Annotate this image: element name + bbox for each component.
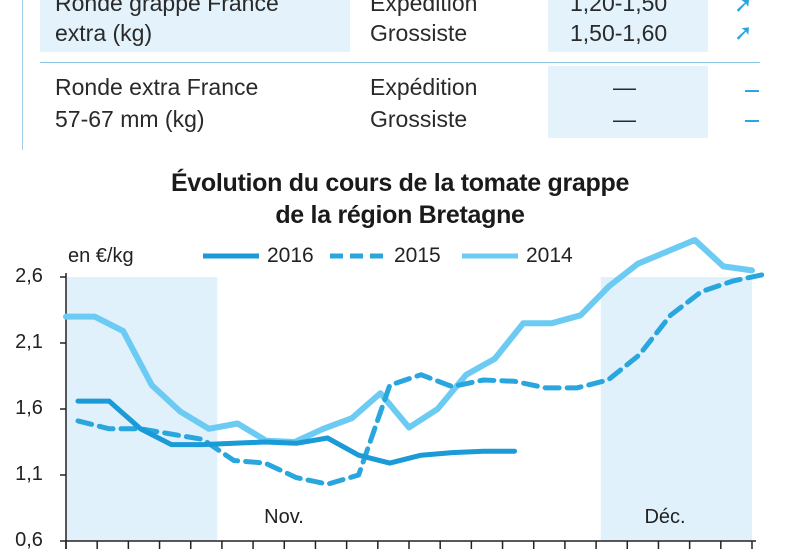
legend-label-2015: 2015: [394, 244, 441, 267]
shaded-period-2: [600, 277, 752, 541]
legend-item-2014: 2014: [462, 243, 573, 269]
legend-swatch-2016: [203, 253, 259, 259]
row1-value-background: [548, 0, 708, 52]
chart-title-line1: Évolution du cours de la tomate grappe: [170, 169, 630, 197]
y-tick-label: 2,6: [15, 265, 43, 287]
y-tick-label: 1,6: [15, 397, 43, 419]
shaded-period-1: [66, 277, 218, 541]
y-axis-unit-label: en €/kg: [68, 245, 134, 267]
period-label-nov: Nov.: [264, 506, 304, 528]
row2-name-background: [40, 66, 350, 138]
price-table: Ronde grappe France extra (kg) Expéditio…: [0, 0, 800, 150]
arrow-up-right-icon: ➚: [734, 0, 753, 17]
row1-price2: 1,50-1,60: [570, 20, 668, 46]
table-row-separator: [40, 62, 760, 63]
legend-swatch-2014: [462, 253, 518, 259]
legend-item-2015: 2015: [330, 243, 441, 269]
series-line-2016: [75, 398, 517, 466]
row2-market2: Grossiste: [370, 106, 468, 132]
row2-price2: —: [613, 106, 636, 132]
row1-price1: 1,20-1,50: [570, 0, 668, 16]
y-tick-label: 1,1: [15, 463, 43, 485]
dash-icon: [745, 90, 759, 92]
legend-swatch-2015: [330, 253, 386, 259]
row2-price1: —: [613, 74, 636, 100]
row1-market2: Grossiste: [370, 20, 468, 46]
row2-market1: Expédition: [370, 74, 478, 100]
series-line-2014: [63, 237, 755, 445]
table-left-rule: [22, 0, 23, 150]
plot-area: Nov. Déc.: [60, 237, 767, 549]
y-tick-label: 2,1: [15, 331, 43, 353]
row1-name-line2: extra (kg): [55, 20, 153, 46]
row1-name-background: [40, 0, 350, 52]
row2-name-line1: Ronde extra France: [55, 74, 259, 100]
series-line-2015: [75, 271, 767, 487]
period-label-dec: Déc.: [644, 506, 685, 528]
dash-icon: [745, 120, 759, 122]
row1-market1: Expédition: [370, 0, 478, 16]
chart-title-line2: de la région Bretagne: [275, 201, 525, 229]
y-tick-label: 0,6: [15, 529, 43, 551]
arrow-up-right-icon: ➚: [734, 20, 753, 45]
chart-panel: Évolution du cours de la tomate grappe d…: [0, 155, 800, 551]
row1-name-line1: Ronde grappe France: [55, 0, 279, 16]
row2-value-background: [548, 66, 708, 138]
legend-item-2016: 2016: [203, 243, 314, 269]
legend-label-2014: 2014: [526, 244, 573, 267]
row2-name-line2: 57-67 mm (kg): [55, 106, 205, 132]
legend-label-2016: 2016: [267, 244, 314, 267]
